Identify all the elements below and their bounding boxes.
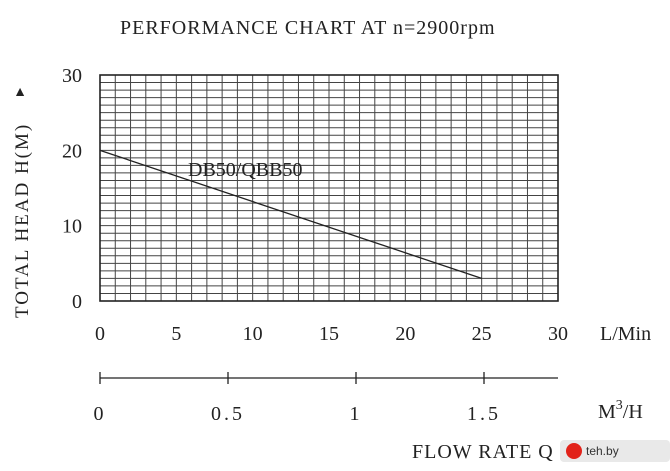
y-tick-label: 10 (62, 216, 82, 238)
x-tick-label: 10 (243, 323, 263, 345)
chart-title: PERFORMANCE CHART AT n=2900rpm (120, 17, 496, 39)
series-line-db50-qbb50 (99, 149, 482, 280)
x-tick-label: 0 (95, 323, 105, 345)
secondary-x-axis: 0 0.5 1 1.5 M3/H (94, 372, 643, 425)
y-tick-labels: 0 10 20 30 (62, 65, 82, 313)
x-tick-label: 25 (472, 323, 492, 345)
y-axis-label: TOTAL HEAD H(M) (12, 123, 33, 318)
y-axis-arrow-icon: ▲ (13, 85, 27, 100)
y-tick-label: 30 (62, 65, 82, 87)
watermark-logo-icon (566, 443, 582, 459)
y-axis-label-group: TOTAL HEAD H(M) ▲ (12, 85, 33, 318)
x-tick-label: 30 (548, 323, 568, 345)
x-tick-label: 15 (319, 323, 339, 345)
series-layer: DB50/QBB50 (99, 149, 482, 280)
x-tick-label: 20 (395, 323, 415, 345)
secondary-x-tick-label: 1 (350, 403, 363, 425)
x-tick-label: 5 (171, 323, 181, 345)
watermark-text: teh.by (586, 444, 619, 458)
x-axis-unit-primary: L/Min (600, 323, 651, 345)
y-tick-label: 0 (72, 291, 82, 313)
x-axis-unit-secondary: M3/H (598, 398, 643, 423)
chart-grid (100, 75, 558, 301)
secondary-x-tick-label: 0 (94, 403, 107, 425)
watermark: teh.by (560, 440, 670, 462)
y-tick-label: 20 (62, 140, 82, 162)
secondary-x-tick-label: 0.5 (211, 403, 245, 425)
series-label: DB50/QBB50 (188, 159, 302, 181)
x-tick-labels: 0 5 10 15 20 25 30 (95, 323, 568, 345)
unit-superscript: 3 (616, 398, 623, 413)
x-axis-footer-label: FLOW RATE Q (412, 441, 554, 463)
plot-frame (99, 74, 559, 302)
secondary-x-tick-label: 1.5 (467, 403, 501, 425)
unit-tail: /H (623, 401, 643, 423)
unit-base: M (598, 401, 616, 423)
secondary-x-tick-labels: 0 0.5 1 1.5 (94, 372, 501, 425)
